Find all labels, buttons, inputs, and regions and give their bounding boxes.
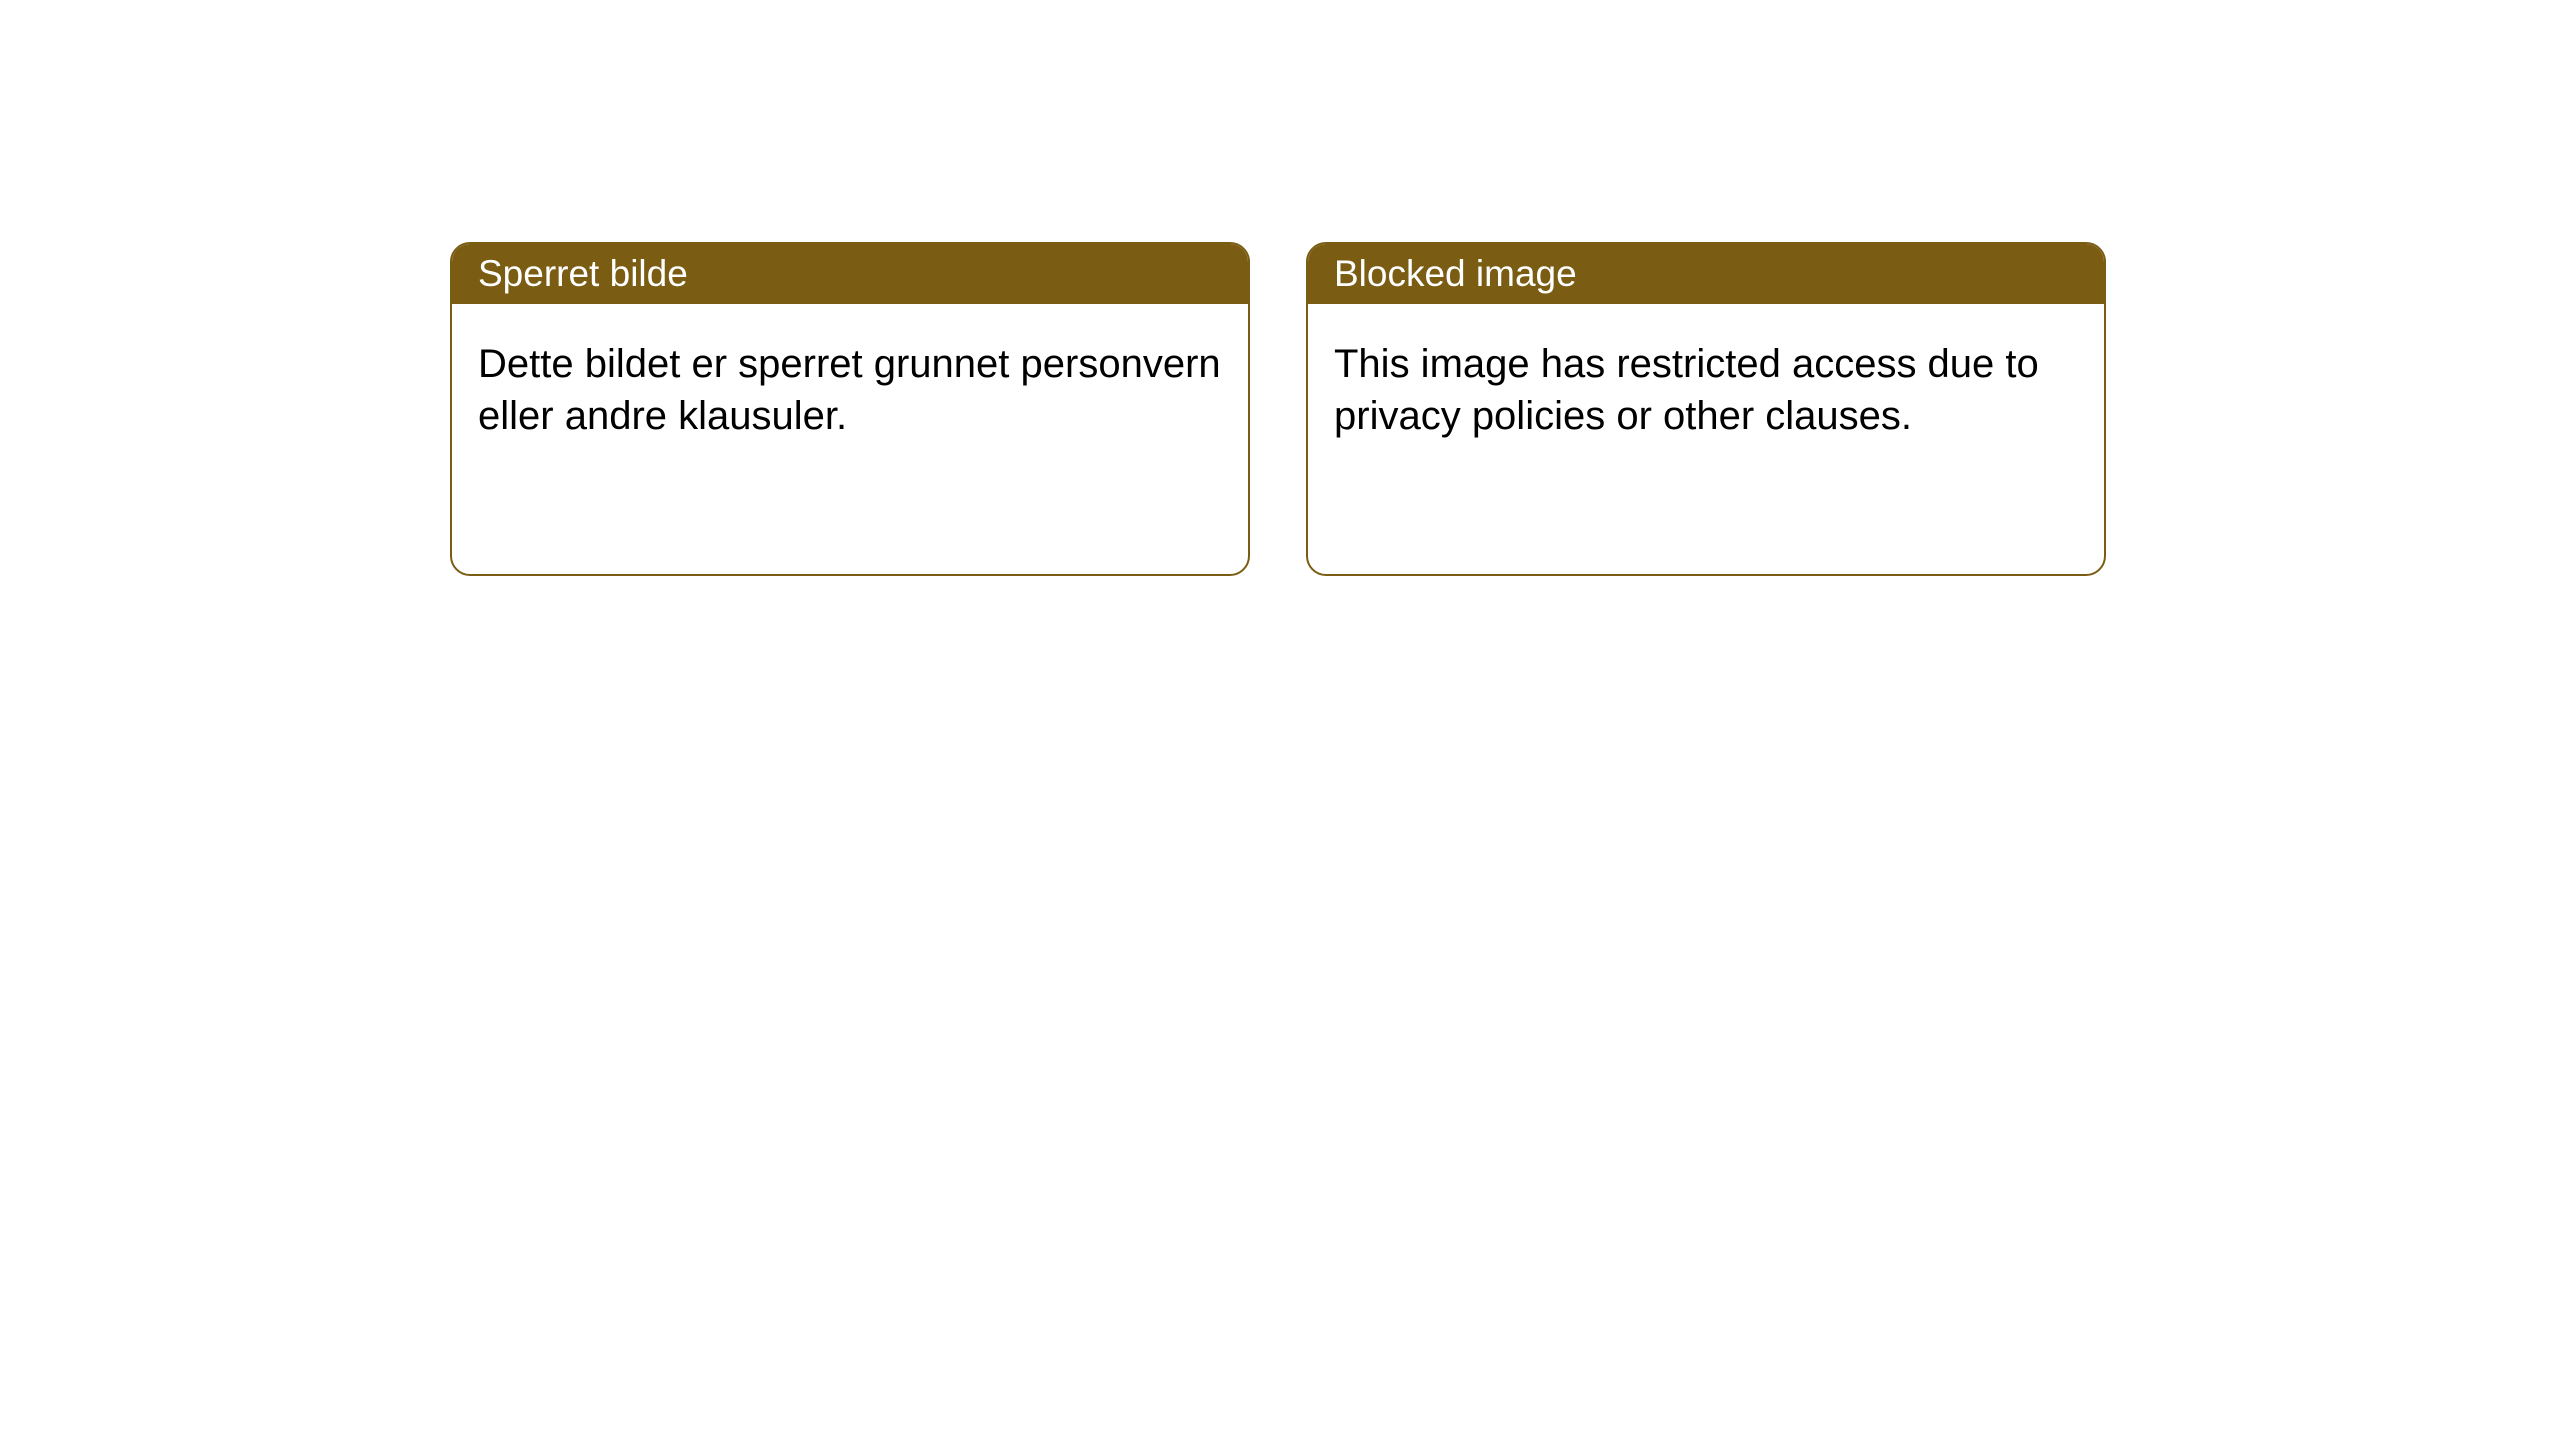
notice-container: Sperret bilde Dette bildet er sperret gr… — [0, 0, 2560, 576]
notice-body-norwegian: Dette bildet er sperret grunnet personve… — [452, 304, 1248, 476]
notice-message-norwegian: Dette bildet er sperret grunnet personve… — [478, 342, 1221, 438]
notice-card-norwegian: Sperret bilde Dette bildet er sperret gr… — [450, 242, 1250, 576]
notice-header-english: Blocked image — [1308, 244, 2104, 304]
notice-body-english: This image has restricted access due to … — [1308, 304, 2104, 476]
notice-title-norwegian: Sperret bilde — [478, 253, 688, 295]
notice-title-english: Blocked image — [1334, 253, 1577, 295]
notice-card-english: Blocked image This image has restricted … — [1306, 242, 2106, 576]
notice-header-norwegian: Sperret bilde — [452, 244, 1248, 304]
notice-message-english: This image has restricted access due to … — [1334, 342, 2039, 438]
